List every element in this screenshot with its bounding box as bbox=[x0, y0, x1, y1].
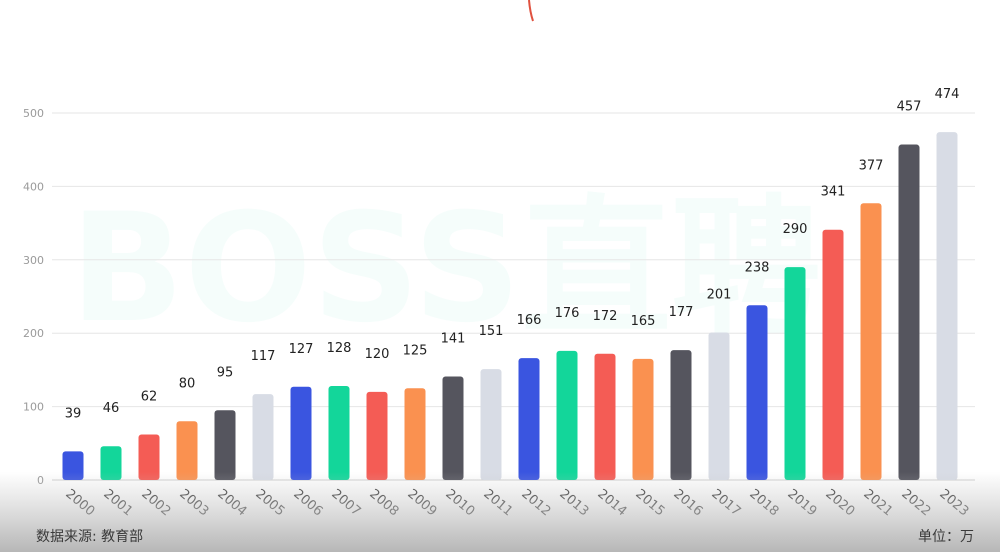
x-tick-label: 2004 bbox=[214, 487, 249, 520]
x-tick-label: 2003 bbox=[176, 487, 211, 520]
x-tick-label: 2001 bbox=[100, 487, 135, 520]
grid-layer: 0 100 200 300 400 500 bbox=[23, 107, 975, 487]
x-tick-label: 2023 bbox=[936, 487, 971, 520]
bar bbox=[898, 144, 920, 480]
bar bbox=[480, 369, 502, 480]
x-tick-label: 2014 bbox=[594, 487, 629, 520]
x-tick-label: 2000 bbox=[62, 487, 97, 520]
labels-layer: 39 46 62 80 95 117 127 128 120 125 141 151 166 176 172… bbox=[65, 87, 960, 421]
bar bbox=[670, 350, 692, 480]
bar bbox=[138, 434, 160, 480]
bar bbox=[214, 410, 236, 480]
bar bbox=[936, 132, 958, 481]
watermark-text: BOSS直聘 bbox=[70, 182, 821, 356]
value-label: 125 bbox=[403, 343, 428, 358]
bar bbox=[746, 305, 768, 480]
bar bbox=[252, 394, 274, 480]
y-tick-label: 300 bbox=[23, 254, 44, 267]
value-label: 474 bbox=[935, 87, 960, 102]
value-label: 238 bbox=[745, 260, 770, 275]
x-tick-label: 2017 bbox=[708, 487, 743, 520]
bar bbox=[784, 267, 806, 480]
watermark-layer: BOSS直聘 bbox=[70, 182, 821, 356]
y-tick-label: 100 bbox=[23, 401, 44, 414]
xticks-layer: 2000 2001 2002 2003 2004 2005 2006 2007 2008 2009… bbox=[62, 487, 971, 520]
value-label: 141 bbox=[441, 332, 466, 347]
x-tick-label: 2021 bbox=[860, 487, 895, 520]
x-tick-label: 2008 bbox=[366, 487, 401, 520]
value-label: 172 bbox=[593, 309, 618, 324]
bar bbox=[100, 446, 122, 480]
bar bbox=[328, 386, 350, 480]
bar bbox=[518, 358, 540, 480]
unit-label: 单位：万 bbox=[918, 529, 974, 545]
bar bbox=[290, 386, 312, 480]
x-tick-label: 2022 bbox=[898, 487, 933, 520]
value-label: 290 bbox=[783, 222, 808, 237]
x-tick-label: 2018 bbox=[746, 487, 781, 520]
x-tick-label: 2020 bbox=[822, 487, 857, 520]
bar bbox=[822, 229, 844, 480]
x-tick-label: 2013 bbox=[556, 487, 591, 520]
bar bbox=[556, 350, 578, 480]
value-label: 165 bbox=[631, 314, 656, 329]
x-tick-label: 2005 bbox=[252, 487, 287, 520]
bar bbox=[632, 358, 654, 480]
y-tick-label: 200 bbox=[23, 327, 44, 340]
x-tick-label: 2012 bbox=[518, 487, 553, 520]
bar bbox=[594, 353, 616, 480]
value-label: 128 bbox=[327, 341, 352, 356]
y-tick-label: 500 bbox=[23, 107, 44, 120]
value-label: 80 bbox=[179, 376, 196, 391]
bars-layer bbox=[62, 132, 958, 481]
bar bbox=[442, 376, 464, 480]
x-tick-label: 2006 bbox=[290, 487, 325, 520]
y-tick-label: 400 bbox=[23, 180, 44, 193]
bar bbox=[62, 451, 84, 480]
x-tick-label: 2011 bbox=[480, 487, 515, 520]
value-label: 127 bbox=[289, 342, 314, 357]
value-label: 62 bbox=[141, 389, 158, 404]
x-tick-label: 2019 bbox=[784, 487, 819, 520]
value-label: 177 bbox=[669, 305, 694, 320]
bar bbox=[404, 388, 426, 480]
x-tick-label: 2015 bbox=[632, 487, 667, 520]
bar bbox=[708, 332, 730, 480]
bar bbox=[176, 421, 198, 480]
value-label: 120 bbox=[365, 347, 390, 362]
x-tick-label: 2007 bbox=[328, 487, 363, 520]
y-tick-label: 0 bbox=[37, 474, 44, 487]
x-tick-label: 2009 bbox=[404, 487, 439, 520]
value-label: 166 bbox=[517, 313, 542, 328]
value-label: 151 bbox=[479, 324, 504, 339]
value-label: 341 bbox=[821, 185, 846, 200]
x-tick-label: 2002 bbox=[138, 487, 173, 520]
source-label: 数据来源: 教育部 bbox=[36, 529, 144, 545]
bar bbox=[366, 391, 388, 480]
value-label: 201 bbox=[707, 287, 732, 302]
value-label: 95 bbox=[217, 365, 234, 380]
value-label: 46 bbox=[103, 401, 120, 416]
value-label: 176 bbox=[555, 306, 580, 321]
x-tick-label: 2010 bbox=[442, 487, 477, 520]
red-stroke-mark bbox=[528, 0, 534, 22]
x-tick-label: 2016 bbox=[670, 487, 705, 520]
bar bbox=[860, 203, 882, 481]
value-label: 457 bbox=[897, 100, 922, 115]
value-label: 117 bbox=[251, 349, 276, 364]
value-label: 39 bbox=[65, 406, 82, 421]
value-label: 377 bbox=[859, 158, 884, 173]
